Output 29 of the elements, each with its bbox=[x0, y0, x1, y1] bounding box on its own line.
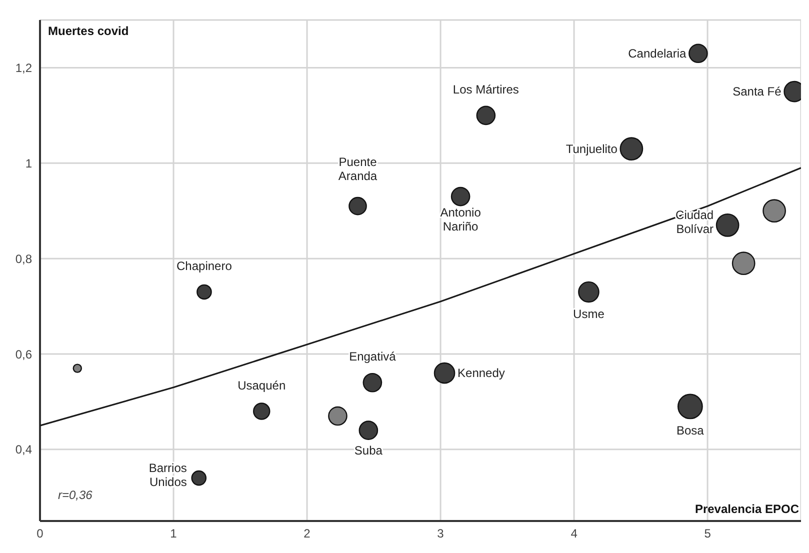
x-tick-label: 1 bbox=[170, 526, 178, 541]
annotation: Candelaria bbox=[628, 46, 687, 60]
annotation: Suba bbox=[354, 443, 383, 458]
annotation: Usme bbox=[573, 306, 605, 321]
annotation: Chapinero bbox=[176, 258, 232, 273]
annotation: Puente Aranda bbox=[338, 155, 378, 184]
annotation: r=0,36 bbox=[58, 488, 93, 502]
annotation: Kennedy bbox=[458, 366, 505, 380]
x-tick-label: 5 bbox=[704, 526, 712, 541]
x-axis-title: Prevalencia EPOC bbox=[694, 502, 800, 516]
annotation: Santa Fé bbox=[732, 84, 782, 99]
x-tick-label: 3 bbox=[437, 526, 444, 541]
annotation: Barrios Unidos bbox=[148, 461, 187, 490]
annotation: Usaquén bbox=[238, 378, 286, 392]
annotation: Engativá bbox=[349, 350, 396, 364]
annotation: Bosa bbox=[676, 423, 704, 438]
line-series bbox=[40, 167, 801, 426]
y-tick-label: 1,2 bbox=[15, 60, 32, 75]
x-tick-label: 4 bbox=[570, 526, 578, 541]
annotation: Los Mártires bbox=[452, 82, 519, 96]
y-tick-label: 1 bbox=[25, 156, 32, 170]
annotation: Tunjuelito bbox=[566, 142, 618, 156]
y-tick-label: 0,8 bbox=[15, 252, 32, 266]
x-tick-label: 0 bbox=[36, 526, 44, 541]
y-tick-label: 0,4 bbox=[15, 442, 32, 457]
y-axis-title: Muertes covid bbox=[48, 24, 129, 38]
x-tick-label: 2 bbox=[304, 526, 311, 541]
annotation: Antonio Nariño bbox=[440, 206, 482, 234]
y-tick-label: 0,6 bbox=[15, 347, 32, 362]
